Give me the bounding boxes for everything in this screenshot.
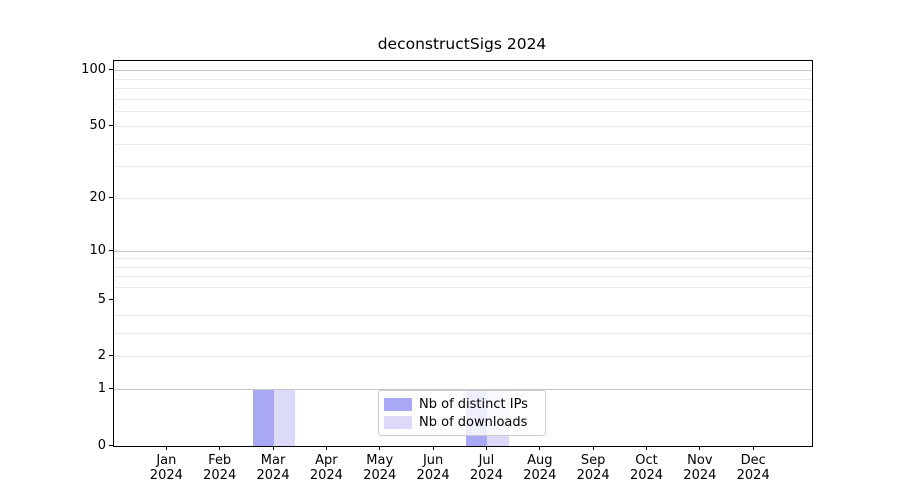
minor-gridline — [114, 258, 812, 260]
y-tick-mark — [109, 69, 113, 71]
y-tick-label: 1 — [97, 381, 106, 397]
y-tick-mark — [109, 298, 113, 300]
bar-downloads-mar — [274, 389, 296, 446]
minor-gridline — [114, 276, 812, 278]
x-tick-mark — [379, 446, 381, 450]
x-tick-mark — [325, 446, 327, 450]
y-tick-mark — [109, 444, 113, 446]
x-tick-label: Nov 2024 — [670, 453, 730, 483]
minor-gridline — [114, 287, 812, 289]
minor-gridline — [114, 332, 812, 334]
x-tick-year: 2024 — [309, 468, 343, 483]
x-tick-month: Oct — [635, 453, 658, 468]
x-tick-year: 2024 — [523, 468, 557, 483]
minor-gridline — [114, 166, 812, 168]
x-tick-mark — [539, 446, 541, 450]
y-tick-mark — [109, 197, 113, 198]
x-tick-mark — [165, 446, 167, 450]
chart-title: deconstructSigs 2024 — [377, 35, 547, 53]
y-tick-label: 20 — [89, 190, 106, 205]
bar-distinct-ips-mar — [252, 389, 275, 446]
x-tick-year: 2024 — [469, 468, 503, 483]
major-gridline — [114, 250, 812, 252]
x-tick-year: 2024 — [629, 468, 664, 483]
x-tick-year: 2024 — [203, 468, 237, 483]
x-tick-label: Oct 2024 — [617, 453, 677, 483]
minor-gridline — [114, 198, 812, 199]
minor-gridline — [114, 266, 812, 268]
x-tick-month: Aug — [527, 453, 553, 468]
x-tick-label: Jun 2024 — [403, 453, 463, 483]
x-tick-mark — [219, 446, 221, 450]
legend: Nb of distinct IPs Nb of downloads — [378, 390, 546, 436]
plot-area — [113, 60, 813, 447]
y-tick-mark — [109, 124, 113, 126]
x-tick-label: Jan 2024 — [136, 453, 196, 483]
x-tick-mark — [592, 446, 594, 450]
minor-gridline — [114, 356, 812, 358]
x-tick-label: Mar 2024 — [243, 453, 303, 483]
x-tick-mark — [752, 446, 754, 450]
legend-swatch — [384, 415, 412, 429]
minor-gridline — [114, 98, 812, 100]
x-tick-mark — [485, 446, 487, 450]
y-tick-label: 50 — [89, 117, 106, 133]
minor-gridline — [114, 125, 812, 127]
y-tick-mark — [109, 355, 113, 357]
minor-gridline — [114, 111, 812, 113]
legend-item: Nb of downloads — [384, 413, 537, 431]
x-tick-month: Nov — [687, 453, 713, 468]
x-tick-year: 2024 — [149, 468, 183, 483]
minor-gridline — [114, 143, 812, 145]
x-tick-year: 2024 — [683, 468, 717, 483]
x-tick-mark — [699, 446, 701, 450]
x-tick-month: Jul — [478, 453, 495, 468]
legend-label: Nb of downloads — [419, 414, 528, 430]
x-tick-month: Sep — [580, 453, 606, 468]
x-tick-month: May — [366, 453, 394, 468]
y-tick-mark — [109, 249, 113, 251]
y-tick-label: 100 — [81, 62, 106, 78]
x-tick-label: May 2024 — [350, 453, 410, 483]
x-tick-month: Jan — [156, 453, 177, 468]
x-tick-label: Apr 2024 — [296, 453, 356, 483]
x-tick-year: 2024 — [736, 468, 770, 483]
x-tick-year: 2024 — [256, 468, 290, 483]
x-tick-label: Aug 2024 — [510, 453, 570, 483]
x-tick-month: Jun — [422, 453, 444, 468]
y-tick-label: 10 — [89, 242, 106, 258]
minor-gridline — [114, 78, 812, 80]
legend-swatch — [384, 397, 412, 411]
minor-gridline — [114, 88, 812, 90]
x-tick-month: Apr — [315, 453, 338, 468]
major-gridline — [114, 70, 812, 72]
x-tick-month: Dec — [740, 453, 766, 468]
x-tick-mark — [646, 446, 647, 450]
y-tick-mark — [109, 388, 113, 390]
x-tick-year: 2024 — [576, 468, 610, 483]
minor-gridline — [114, 314, 812, 316]
x-tick-label: Jul 2024 — [456, 453, 516, 483]
major-gridline — [114, 389, 812, 391]
x-tick-label: Feb 2024 — [190, 453, 250, 483]
x-tick-mark — [272, 446, 274, 450]
x-tick-month: Mar — [260, 453, 286, 468]
y-tick-label: 0 — [97, 437, 106, 453]
x-tick-label: Dec 2024 — [723, 453, 783, 483]
x-tick-year: 2024 — [363, 468, 397, 483]
y-tick-label: 2 — [97, 348, 106, 364]
legend-item: Nb of distinct IPs — [384, 395, 537, 413]
x-tick-mark — [432, 446, 434, 450]
x-tick-label: Sep 2024 — [563, 453, 623, 483]
x-tick-month: Feb — [208, 453, 232, 468]
y-tick-label: 5 — [97, 291, 106, 307]
legend-label: Nb of distinct IPs — [419, 396, 528, 412]
x-tick-year: 2024 — [416, 468, 450, 483]
